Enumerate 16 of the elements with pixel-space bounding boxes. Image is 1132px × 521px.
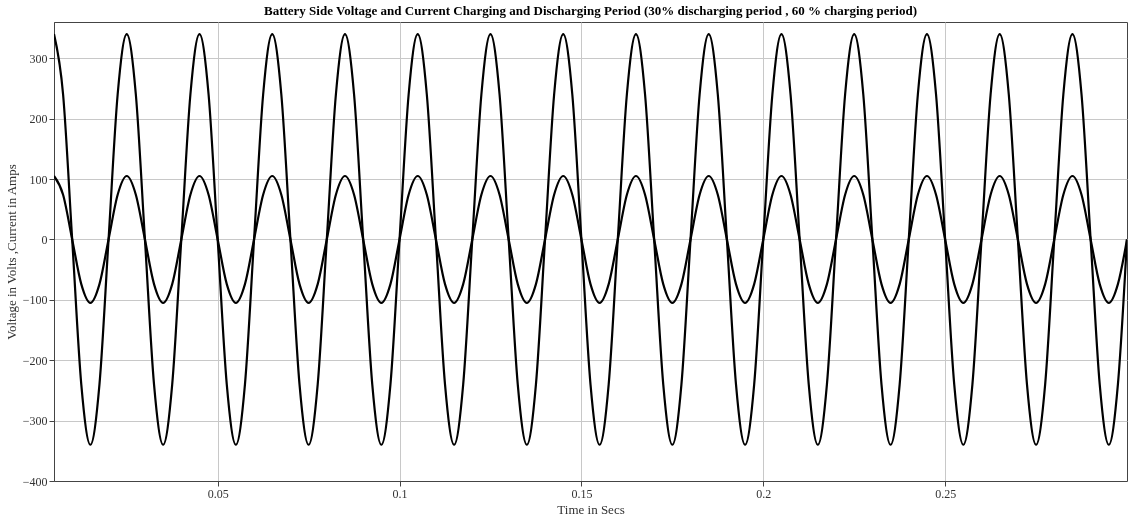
- x-tick-label: 0.1: [392, 486, 408, 501]
- y-axis-title: Voltage in Volts ,Current in Amps: [3, 164, 19, 340]
- x-axis-title: Time in Secs: [557, 501, 625, 517]
- y-tick-label: −100: [22, 293, 48, 308]
- x-tick-label: 0.05: [207, 486, 229, 501]
- x-tick-label: 0.2: [756, 486, 772, 501]
- y-tick-label: −400: [22, 474, 48, 489]
- y-tick-label: 300: [29, 51, 48, 66]
- y-tick-label: −300: [22, 414, 48, 429]
- x-tick-label: 0.15: [571, 486, 593, 501]
- y-tick-label: 0: [41, 232, 48, 247]
- x-tick-label: 0.25: [935, 486, 957, 501]
- y-tick-label: −200: [22, 353, 48, 368]
- y-tick-label: 100: [29, 172, 48, 187]
- y-tick-label: 200: [29, 112, 48, 127]
- chart-title: Battery Side Voltage and Current Charging and Discharging Period (30% discharging period , 60 % charging period): [263, 3, 918, 18]
